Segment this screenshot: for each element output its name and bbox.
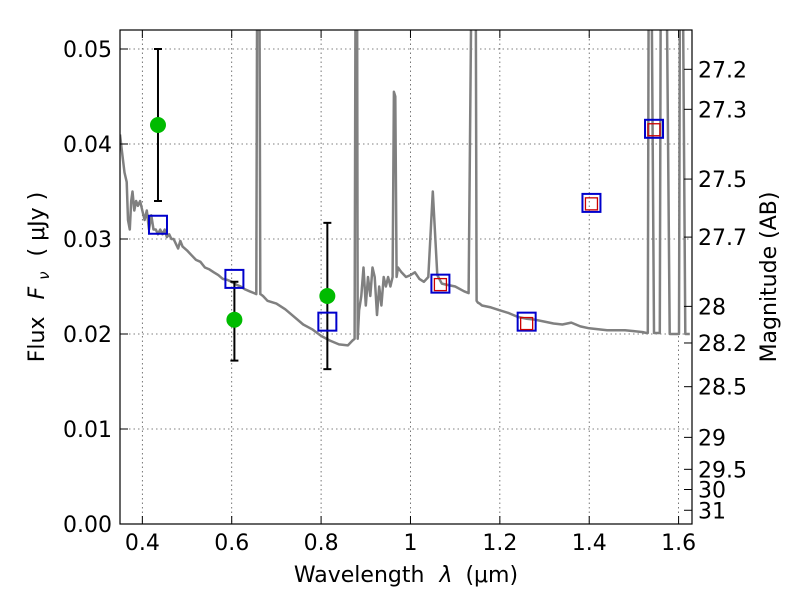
model-photometry-point bbox=[430, 273, 451, 294]
y2-tick-label: 28.5 bbox=[698, 376, 747, 401]
plot-frame bbox=[119, 29, 693, 525]
y2-tick-label: 27.7 bbox=[698, 226, 747, 251]
x-tick-label: 0.4 bbox=[125, 531, 160, 556]
y-axis-title-symbol: F bbox=[25, 286, 50, 299]
y-tick-label: 0.00 bbox=[63, 513, 112, 538]
y2-tick-label: 27.2 bbox=[698, 58, 747, 83]
observed-point bbox=[149, 117, 166, 133]
upper-limit-marker bbox=[520, 316, 534, 331]
model-photometry-point bbox=[147, 214, 168, 235]
y-axis-title-unit: ( μJy ) bbox=[25, 192, 50, 257]
x-axis-ticks: 0.4 0.6 0.8 1 1.2 1.4 1.6 bbox=[125, 30, 696, 556]
x-axis-title-text: Wavelength bbox=[294, 563, 425, 588]
y-tick-label: 0.03 bbox=[63, 228, 112, 253]
y-tick-label: 0.05 bbox=[63, 38, 112, 63]
y2-tick-label: 30 bbox=[698, 479, 726, 504]
y-axis-ticks: 0.00 0.01 0.02 0.03 0.04 0.05 bbox=[63, 38, 128, 538]
y-tick-label: 0.04 bbox=[63, 133, 112, 158]
observed-point bbox=[319, 288, 336, 304]
x-tick-label: 1.2 bbox=[482, 531, 517, 556]
y-tick-label: 0.01 bbox=[63, 418, 112, 443]
observed-point bbox=[226, 311, 243, 328]
y2-tick-label: 28 bbox=[698, 295, 726, 320]
upper-limit-marker bbox=[647, 123, 661, 137]
x-tick-label: 1.4 bbox=[572, 531, 607, 556]
y-tick-label: 0.02 bbox=[63, 323, 112, 348]
sed-model-line bbox=[120, 30, 690, 347]
x-axis-title-unit: (μm) bbox=[465, 563, 518, 588]
x-tick-label: 1.6 bbox=[661, 531, 696, 556]
model-photometry-point bbox=[317, 311, 338, 332]
model-photometry-point bbox=[224, 268, 245, 289]
observed-points bbox=[149, 117, 336, 328]
y2-tick-label: 27.5 bbox=[698, 168, 747, 193]
y2-tick-label: 27.3 bbox=[698, 98, 747, 123]
x-axis-title: Wavelength λ (μm) bbox=[294, 563, 518, 588]
x-tick-label: 0.8 bbox=[304, 531, 339, 556]
y-axis-title-subscript: ν bbox=[35, 271, 53, 279]
y-axis-title-text: Flux bbox=[25, 316, 50, 362]
y2-tick-label: 28.2 bbox=[698, 332, 747, 357]
model-photometry-point bbox=[644, 118, 665, 139]
y-axis-title: Flux F ν ( μJy ) bbox=[25, 192, 55, 362]
y2-tick-label: 29.5 bbox=[698, 458, 747, 483]
model-photometry-point bbox=[516, 311, 537, 332]
x-tick-label: 0.6 bbox=[214, 531, 249, 556]
upper-limit-markers bbox=[433, 123, 661, 331]
y2-tick-label: 29 bbox=[698, 426, 726, 451]
upper-limit-marker bbox=[584, 197, 599, 211]
y2-axis-title: Magnitude (AB) bbox=[757, 192, 782, 363]
model-photometry-points bbox=[147, 118, 665, 332]
y2-tick-label: 31 bbox=[698, 499, 726, 524]
x-tick-label: 1 bbox=[403, 531, 417, 556]
model-photometry-point bbox=[581, 192, 602, 213]
upper-limit-marker bbox=[433, 277, 448, 292]
x-axis-title-symbol: λ bbox=[438, 563, 452, 588]
